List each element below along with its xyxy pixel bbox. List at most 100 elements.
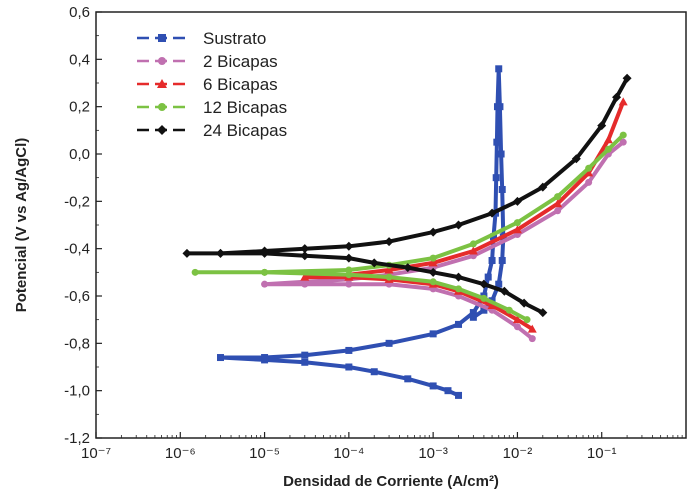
series-point <box>429 278 437 286</box>
series-point <box>300 272 310 281</box>
series-line <box>302 101 626 331</box>
series-point <box>585 178 593 186</box>
series-point <box>505 306 513 314</box>
series-point <box>480 294 488 302</box>
series-layer <box>182 65 632 399</box>
series-point <box>217 354 225 362</box>
series-line <box>193 133 625 322</box>
series-point <box>618 97 628 106</box>
series-point <box>513 323 521 331</box>
y-tick-label: -0,8 <box>64 335 90 352</box>
series-point <box>554 207 562 215</box>
series-4 <box>182 73 632 318</box>
series-point <box>455 320 463 328</box>
y-tick-label: -0,6 <box>64 288 90 305</box>
legend-marker <box>157 125 167 135</box>
x-tick-label: 10⁻⁶ <box>165 445 196 462</box>
series-point <box>513 219 521 227</box>
x-tick-label: 10⁻⁵ <box>249 445 280 462</box>
x-axis-title: Densidad de Corriente (A/cm²) <box>283 473 499 490</box>
series-point <box>469 309 477 317</box>
legend-marker <box>157 79 167 88</box>
y-tick-label: -1,0 <box>64 383 90 400</box>
series-line <box>218 66 506 398</box>
series-point <box>492 174 500 182</box>
series-point <box>498 257 506 264</box>
x-tick-label: 10⁻⁷ <box>81 445 111 462</box>
series-point <box>512 315 522 324</box>
series-point <box>512 225 522 234</box>
series-point <box>428 227 438 237</box>
legend-marker <box>158 57 166 65</box>
series-point <box>493 138 501 146</box>
series-point <box>384 237 394 247</box>
series-point <box>454 220 464 230</box>
y-tick-label: -0,4 <box>64 241 90 258</box>
legend-item: 2 Bicapas <box>137 52 278 71</box>
series-point <box>554 193 562 201</box>
series-point <box>603 135 613 144</box>
series-point <box>455 285 463 293</box>
series-point <box>604 145 612 153</box>
series-point <box>429 382 437 390</box>
series-point <box>444 387 452 395</box>
series-point <box>385 339 393 347</box>
legend-label: 12 Bicapas <box>203 98 287 117</box>
series-point <box>498 186 506 193</box>
series-point <box>497 150 505 158</box>
x-tick-label: 10⁻³ <box>418 445 448 462</box>
series-point <box>468 246 478 255</box>
series-point <box>488 257 496 264</box>
legend: Sustrato 2 Bicapas 6 Bicapas 12 Bicapas 24 B… <box>137 29 287 140</box>
legend-label: 2 Bicapas <box>203 52 278 71</box>
series-point <box>495 65 503 73</box>
series-point <box>385 273 393 281</box>
series-point <box>489 233 497 241</box>
y-tick-label: 0,0 <box>69 146 90 163</box>
series-point <box>519 298 529 308</box>
series-point <box>301 351 309 359</box>
y-tick-label: -0,2 <box>64 193 90 210</box>
series-line <box>262 140 625 341</box>
series-point <box>260 246 270 256</box>
y-axis-title: Potencial (V vs Ag/AgCl) <box>13 138 30 312</box>
series-point <box>523 316 531 324</box>
series-point <box>512 196 522 206</box>
legend-item: Sustrato <box>137 29 266 48</box>
series-point <box>191 268 199 276</box>
series-point <box>455 391 463 399</box>
series-1 <box>261 138 627 343</box>
series-point <box>553 199 563 208</box>
y-tick-label: -1,2 <box>64 430 90 447</box>
series-point <box>300 251 310 261</box>
series-point <box>527 324 537 333</box>
series-point <box>622 73 632 83</box>
series-point <box>345 346 353 354</box>
legend-marker <box>158 34 166 42</box>
series-point <box>487 208 497 218</box>
series-3 <box>191 131 627 324</box>
series-point <box>344 241 354 251</box>
series-point <box>428 258 438 267</box>
x-tick-label: 10⁻⁴ <box>333 445 364 462</box>
series-point <box>429 330 437 338</box>
series-point <box>597 121 607 131</box>
series-point <box>404 375 412 383</box>
series-point <box>403 263 413 273</box>
series-point <box>480 306 488 314</box>
series-point <box>216 248 226 258</box>
y-tick-label: 0,4 <box>69 51 90 68</box>
series-point <box>585 164 593 172</box>
series-point <box>538 182 548 192</box>
legend-item: 12 Bicapas <box>137 98 287 117</box>
legend-label: Sustrato <box>203 29 266 48</box>
series-point <box>571 154 581 164</box>
series-point <box>261 354 269 362</box>
series-point <box>182 248 192 258</box>
legend-item: 6 Bicapas <box>137 75 278 94</box>
legend-item: 24 Bicapas <box>137 121 287 140</box>
series-point <box>345 266 353 274</box>
series-point <box>495 280 503 288</box>
x-tick-label: 10⁻² <box>503 445 533 462</box>
legend-marker <box>158 103 166 111</box>
